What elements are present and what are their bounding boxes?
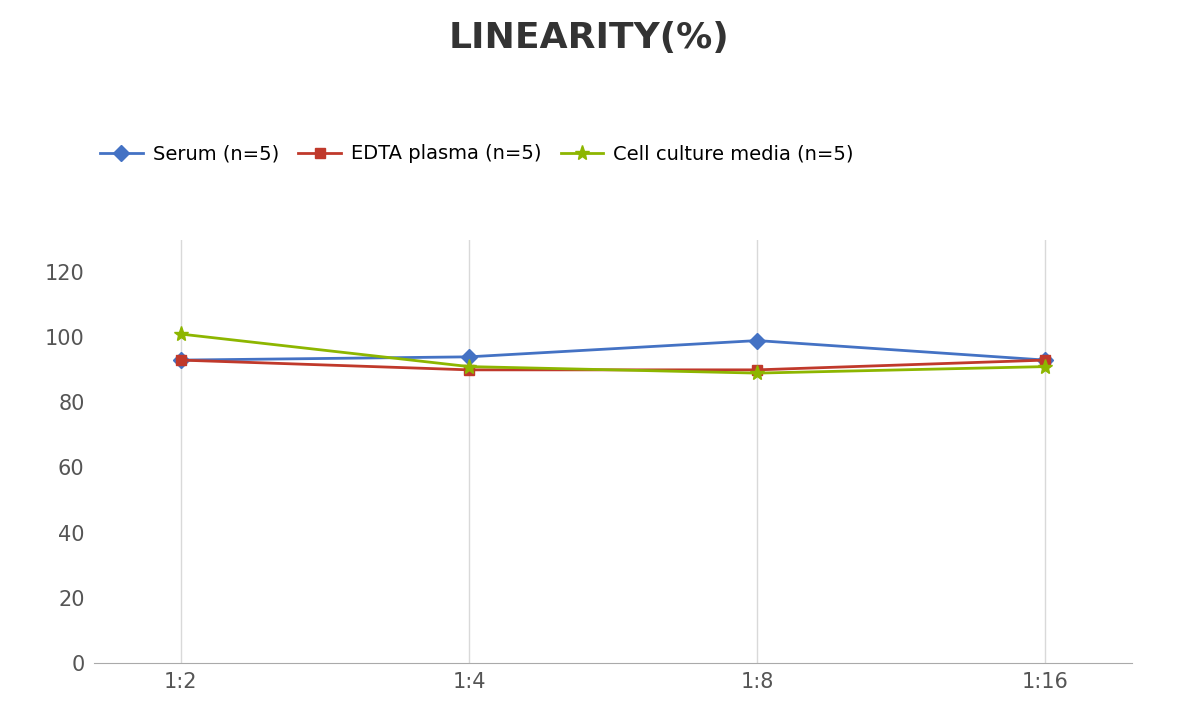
EDTA plasma (n=5) bbox=[173, 356, 187, 364]
Line: Cell culture media (n=5): Cell culture media (n=5) bbox=[173, 326, 1053, 381]
Serum (n=5) bbox=[173, 356, 187, 364]
Cell culture media (n=5) bbox=[462, 362, 476, 371]
Line: Serum (n=5): Serum (n=5) bbox=[176, 335, 1050, 366]
Cell culture media (n=5) bbox=[173, 330, 187, 338]
Text: LINEARITY(%): LINEARITY(%) bbox=[449, 21, 730, 55]
EDTA plasma (n=5) bbox=[1039, 356, 1053, 364]
Serum (n=5) bbox=[750, 336, 764, 345]
Cell culture media (n=5) bbox=[1039, 362, 1053, 371]
Cell culture media (n=5) bbox=[750, 369, 764, 377]
Legend: Serum (n=5), EDTA plasma (n=5), Cell culture media (n=5): Serum (n=5), EDTA plasma (n=5), Cell cul… bbox=[92, 137, 862, 171]
Line: EDTA plasma (n=5): EDTA plasma (n=5) bbox=[176, 355, 1050, 375]
Serum (n=5) bbox=[1039, 356, 1053, 364]
Serum (n=5) bbox=[462, 352, 476, 361]
EDTA plasma (n=5) bbox=[462, 366, 476, 374]
EDTA plasma (n=5) bbox=[750, 366, 764, 374]
